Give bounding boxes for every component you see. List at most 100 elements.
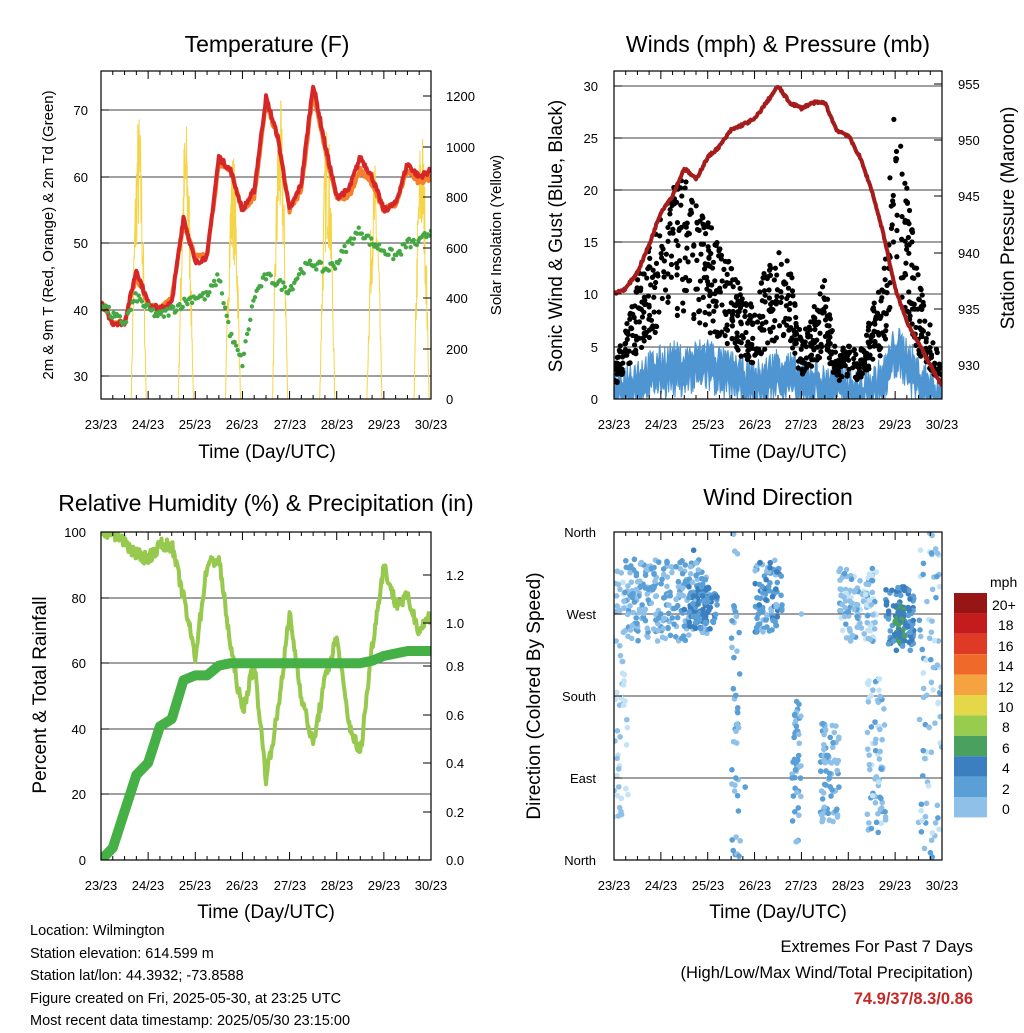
- direction-point: [767, 564, 773, 571]
- gust-point: [823, 304, 829, 310]
- direction-panel: Wind Direction North East South West Nor…: [524, 484, 1017, 923]
- direction-point: [929, 854, 935, 860]
- direction-point: [627, 569, 633, 576]
- y-right-tick-label: 930: [958, 358, 980, 373]
- direction-point: [621, 598, 627, 604]
- gust-point: [906, 299, 912, 305]
- gust-point: [725, 280, 731, 286]
- gust-point: [729, 317, 735, 323]
- legend-label: 14: [998, 658, 1014, 674]
- direction-point: [866, 820, 872, 826]
- gust-point: [710, 259, 717, 265]
- x-tick-label: 25/23: [179, 417, 212, 432]
- y-tick-label: 10: [584, 287, 598, 302]
- gust-point: [661, 274, 667, 280]
- gust-point: [634, 285, 640, 291]
- x-tick-label: 25/23: [692, 417, 725, 432]
- gust-point: [641, 325, 647, 331]
- direction-point: [876, 687, 882, 693]
- direction-point: [852, 587, 859, 594]
- gust-point: [889, 222, 895, 228]
- gust-point: [876, 343, 882, 349]
- gust-point: [631, 314, 637, 321]
- direction-point: [700, 597, 706, 604]
- gust-point: [700, 241, 707, 247]
- x-tick-label: 26/23: [226, 417, 259, 432]
- direction-point: [614, 738, 618, 744]
- direction-point: [634, 620, 640, 627]
- gust-point: [691, 315, 697, 322]
- direction-point: [627, 603, 633, 609]
- direction-point: [682, 562, 689, 568]
- direction-point: [866, 597, 873, 603]
- humidity-series: [101, 532, 431, 860]
- x-tick-label: 28/23: [832, 878, 865, 893]
- gust-point: [747, 342, 753, 348]
- direction-point: [833, 723, 839, 729]
- gust-point: [674, 219, 681, 226]
- direction-point: [839, 601, 845, 608]
- direction-point: [619, 658, 626, 665]
- dewpoint-point: [248, 317, 253, 323]
- gust-point: [792, 350, 798, 356]
- legend-box: [954, 756, 987, 777]
- direction-point: [760, 628, 766, 635]
- direction-point: [935, 699, 942, 706]
- gust-point: [932, 360, 938, 366]
- gust-point: [694, 257, 700, 263]
- dewpoint-point: [221, 300, 226, 306]
- direction-point: [714, 602, 720, 608]
- gust-point: [919, 303, 925, 310]
- direction-point: [904, 624, 911, 630]
- gust-point: [844, 356, 850, 362]
- winds-clipped: [614, 84, 942, 399]
- direction-point: [932, 820, 939, 826]
- gust-point: [863, 352, 869, 358]
- gust-point: [744, 356, 751, 363]
- gust-point: [724, 340, 730, 347]
- direction-point: [645, 597, 652, 603]
- y-tick-label: 25: [584, 131, 598, 146]
- direction-point: [916, 617, 923, 624]
- direction-point: [798, 763, 804, 769]
- y-tick-label: 80: [72, 591, 86, 606]
- direction-point: [877, 806, 884, 813]
- direction-point: [842, 613, 848, 620]
- direction-point: [729, 617, 735, 624]
- direction-point: [900, 609, 906, 616]
- gust-point: [674, 272, 680, 278]
- direction-point: [837, 607, 844, 614]
- gust-point: [893, 156, 899, 162]
- gust-point: [633, 319, 639, 325]
- gust-point: [701, 266, 708, 272]
- gust-point: [855, 371, 862, 377]
- gust-point: [836, 360, 842, 366]
- gust-point: [817, 308, 824, 314]
- direction-point: [934, 573, 940, 580]
- legend-box: [954, 593, 987, 614]
- gust-point: [732, 276, 738, 283]
- direction-point: [631, 599, 638, 605]
- dewpoint-point: [211, 278, 217, 284]
- gust-point: [691, 312, 697, 318]
- humidity-ticks: [100, 531, 432, 861]
- gust-point: [816, 355, 823, 361]
- direction-y-label: Direction (Colored By Speed): [524, 572, 545, 819]
- direction-point: [818, 788, 825, 794]
- gust-point: [684, 220, 690, 226]
- direction-series: [614, 532, 942, 860]
- direction-point: [617, 607, 623, 614]
- dewpoint-point: [354, 231, 360, 236]
- direction-point: [673, 563, 679, 570]
- dewpoint-point: [133, 291, 138, 296]
- dewpoint-point: [263, 277, 269, 282]
- direction-point: [798, 611, 805, 617]
- direction-point: [629, 594, 636, 601]
- gust-point: [688, 207, 694, 213]
- gust-point: [769, 299, 775, 306]
- direction-point: [642, 572, 649, 578]
- direction-point: [907, 647, 914, 654]
- gust-point: [785, 292, 792, 298]
- dewpoint-point: [241, 351, 247, 356]
- direction-point: [878, 795, 884, 802]
